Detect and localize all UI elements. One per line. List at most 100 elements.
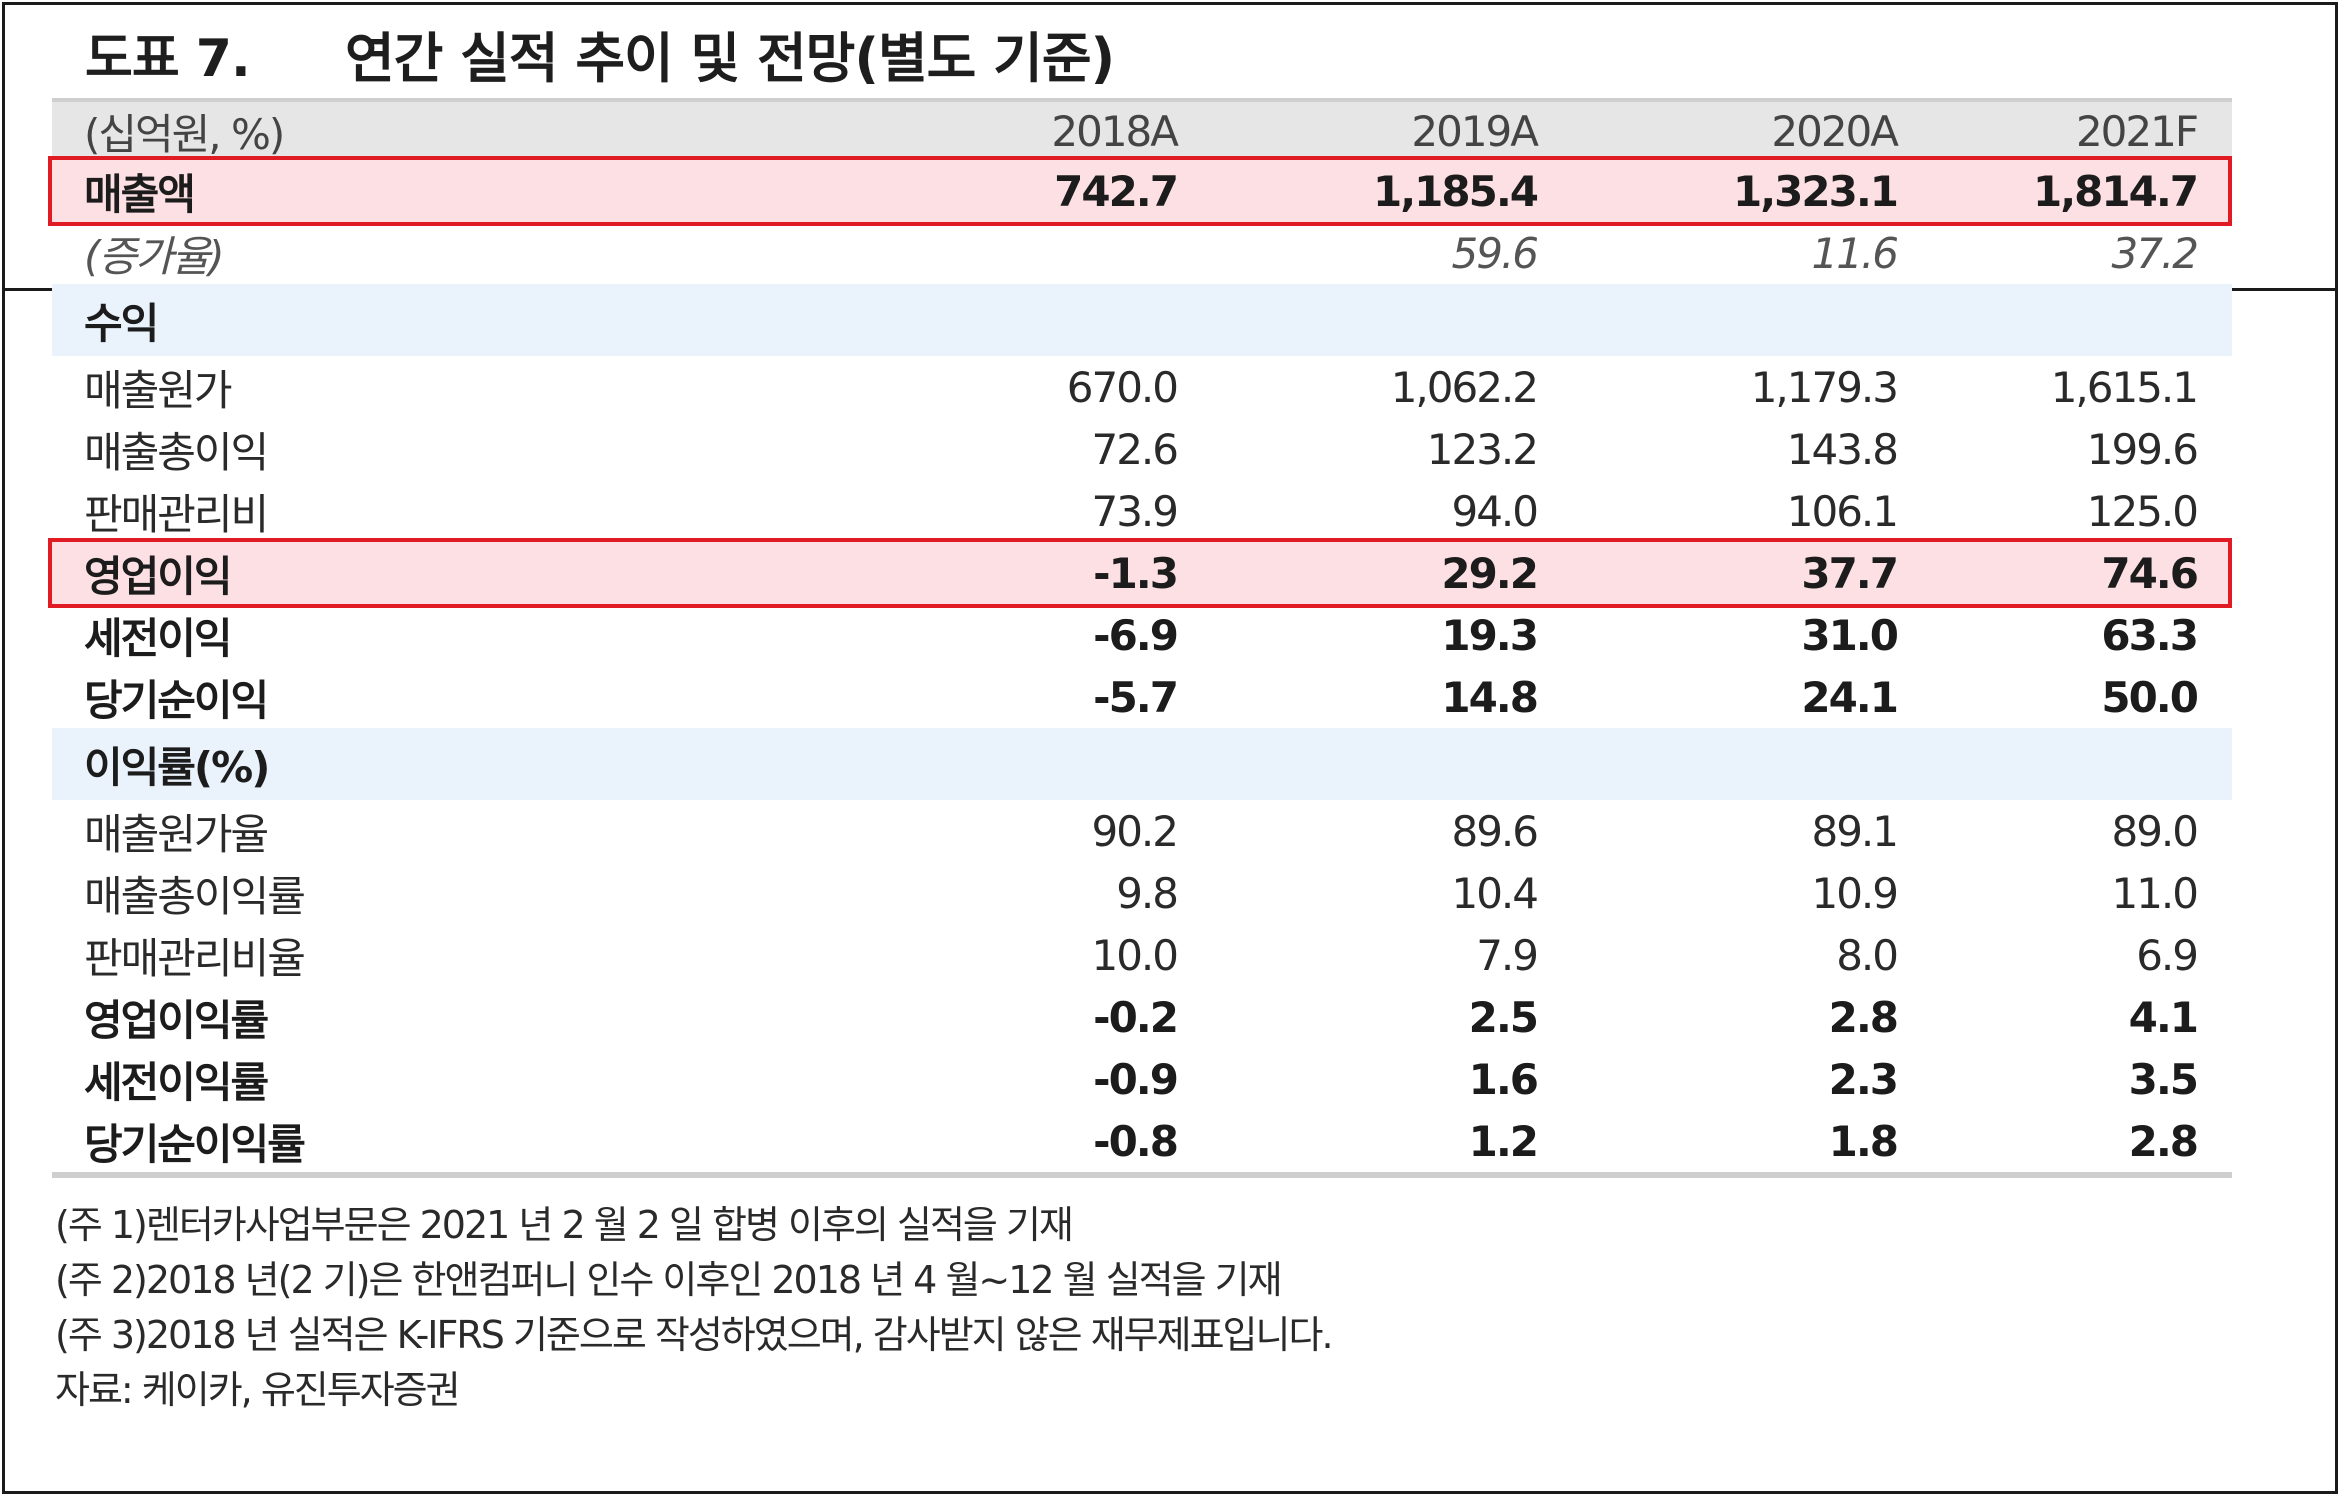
cell-value: 11.6 [1811, 228, 1899, 278]
cell-value: 143.8 [1786, 424, 1899, 474]
cell-value: 1.6 [1468, 1054, 1539, 1104]
cell-value: 6.9 [2136, 930, 2199, 980]
table-header-row: (십억원, %) 2018A 2019A 2020A 2021F [52, 98, 2232, 160]
row-label: 당기순이익률 [84, 1119, 306, 1169]
table-row-pretax-profit: 세전이익 -6.9 19.3 31.0 63.3 [52, 604, 2232, 666]
row-label: 매출액 [84, 169, 196, 219]
cell-value: 4.1 [2128, 992, 2199, 1042]
source-note: 자료: 케이카, 유진투자증권 [55, 1368, 461, 1412]
row-label: 매출원가율 [84, 809, 269, 859]
figure-title: 연간 실적 추이 및 전망(별도 기준) [345, 26, 1115, 90]
table-row-operating-profit: 영업이익 -1.3 29.2 37.7 74.6 [48, 538, 2232, 608]
footnote-3: (주 3)2018 년 실적은 K-IFRS 기준으로 작성하였으며, 감사받지… [55, 1313, 1334, 1357]
row-label: 세전이익 [84, 613, 233, 663]
cell-value: 1,323.1 [1732, 166, 1899, 216]
cell-value: 37.7 [1801, 548, 1899, 598]
cell-value: 2.8 [1828, 992, 1899, 1042]
financial-table: (십억원, %) 2018A 2019A 2020A 2021F 매출액 742… [48, 98, 2232, 1178]
row-label: 세전이익률 [84, 1057, 269, 1107]
cell-value: 125.0 [2086, 486, 2199, 536]
cell-value: 50.0 [2101, 672, 2199, 722]
cell-value: 90.2 [1091, 806, 1179, 856]
section-header-margin: 이익률(%) [52, 728, 2232, 800]
cell-value: 1,615.1 [2050, 362, 2199, 412]
cell-value: 37.2 [2111, 228, 2199, 278]
cell-value: 59.6 [1451, 228, 1539, 278]
table-row-gross-margin: 매출총이익률 9.8 10.4 10.9 11.0 [52, 862, 2232, 924]
cell-value: 72.6 [1091, 424, 1179, 474]
cell-value: 73.9 [1091, 486, 1179, 536]
cell-value: 9.8 [1116, 868, 1179, 918]
footnotes: (주 1)렌터카사업부문은 2021 년 2 월 2 일 합병 이후의 실적을 … [55, 1198, 1334, 1418]
row-label: (증가율) [84, 231, 225, 281]
cell-value: 10.0 [1091, 930, 1179, 980]
table-row-net-margin: 당기순이익률 -0.8 1.2 1.8 2.8 [52, 1110, 2232, 1172]
unit-label: (십억원, %) [84, 109, 285, 159]
cell-value: 1.8 [1828, 1116, 1899, 1166]
row-label: 매출원가 [84, 365, 233, 415]
row-label: 매출총이익률 [84, 871, 306, 921]
cell-value: -1.3 [1093, 548, 1179, 598]
cell-value: 670.0 [1066, 362, 1179, 412]
row-label: 매출총이익 [84, 427, 269, 477]
cell-value: 11.0 [2111, 868, 2199, 918]
cell-value: 8.0 [1836, 930, 1899, 980]
cell-value: 1,179.3 [1750, 362, 1899, 412]
table-row-cogs: 매출원가 670.0 1,062.2 1,179.3 1,615.1 [52, 356, 2232, 418]
cell-value: 1,814.7 [2032, 166, 2199, 216]
cell-value: 74.6 [2101, 548, 2199, 598]
cell-value: 31.0 [1801, 610, 1899, 660]
table-row-growth: (증가율) 59.6 11.6 37.2 [52, 222, 2232, 284]
cell-value: 1,062.2 [1390, 362, 1539, 412]
cell-value: 7.9 [1476, 930, 1539, 980]
cell-value: 3.5 [2128, 1054, 2199, 1104]
section-header-profit: 수익 [52, 284, 2232, 356]
col-header-2020a: 2020A [1771, 106, 1899, 156]
col-header-2021f: 2021F [2075, 106, 2199, 156]
table-title: 도표 7. 연간 실적 추이 및 전망(별도 기준) [85, 18, 1115, 90]
cell-value: 29.2 [1441, 548, 1539, 598]
col-header-2019a: 2019A [1411, 106, 1539, 156]
section-label: 수익 [84, 298, 159, 348]
table-row-revenue: 매출액 742.7 1,185.4 1,323.1 1,814.7 [48, 156, 2232, 226]
col-header-2018a: 2018A [1051, 106, 1179, 156]
row-label: 영업이익률 [84, 995, 269, 1045]
cell-value: 123.2 [1426, 424, 1539, 474]
cell-value: 89.1 [1811, 806, 1899, 856]
cell-value: -0.2 [1093, 992, 1179, 1042]
table-row-cogs-ratio: 매출원가율 90.2 89.6 89.1 89.0 [52, 800, 2232, 862]
cell-value: -5.7 [1093, 672, 1179, 722]
cell-value: 1.2 [1468, 1116, 1539, 1166]
figure-number: 도표 7. [85, 28, 251, 89]
row-label: 판매관리비 [84, 489, 269, 539]
cell-value: 14.8 [1441, 672, 1539, 722]
row-label: 영업이익 [84, 551, 233, 601]
cell-value: 106.1 [1786, 486, 1899, 536]
table-row-net-profit: 당기순이익 -5.7 14.8 24.1 50.0 [52, 666, 2232, 728]
cell-value: 19.3 [1441, 610, 1539, 660]
row-label: 판매관리비율 [84, 933, 306, 983]
table-row-sga: 판매관리비 73.9 94.0 106.1 125.0 [52, 480, 2232, 542]
cell-value: 89.0 [2111, 806, 2199, 856]
table-row-gross-profit: 매출총이익 72.6 123.2 143.8 199.6 [52, 418, 2232, 480]
cell-value: 742.7 [1054, 166, 1179, 216]
cell-value: -0.8 [1093, 1116, 1179, 1166]
cell-value: 199.6 [2086, 424, 2199, 474]
cell-value: 10.4 [1451, 868, 1539, 918]
cell-value: 63.3 [2101, 610, 2199, 660]
row-label: 당기순이익 [84, 675, 269, 725]
table-bottom-rule [52, 1172, 2232, 1178]
table-row-pretax-margin: 세전이익률 -0.9 1.6 2.3 3.5 [52, 1048, 2232, 1110]
footnote-2: (주 2)2018 년(2 기)은 한앤컴퍼니 인수 이후인 2018 년 4 … [55, 1258, 1283, 1302]
footnote-1: (주 1)렌터카사업부문은 2021 년 2 월 2 일 합병 이후의 실적을 … [55, 1203, 1074, 1247]
cell-value: 2.3 [1828, 1054, 1899, 1104]
cell-value: 2.8 [2128, 1116, 2199, 1166]
cell-value: 94.0 [1451, 486, 1539, 536]
section-label: 이익률(%) [84, 742, 270, 792]
cell-value: -6.9 [1093, 610, 1179, 660]
cell-value: -0.9 [1093, 1054, 1179, 1104]
cell-value: 89.6 [1451, 806, 1539, 856]
table-row-operating-margin: 영업이익률 -0.2 2.5 2.8 4.1 [52, 986, 2232, 1048]
table-row-sga-ratio: 판매관리비율 10.0 7.9 8.0 6.9 [52, 924, 2232, 986]
